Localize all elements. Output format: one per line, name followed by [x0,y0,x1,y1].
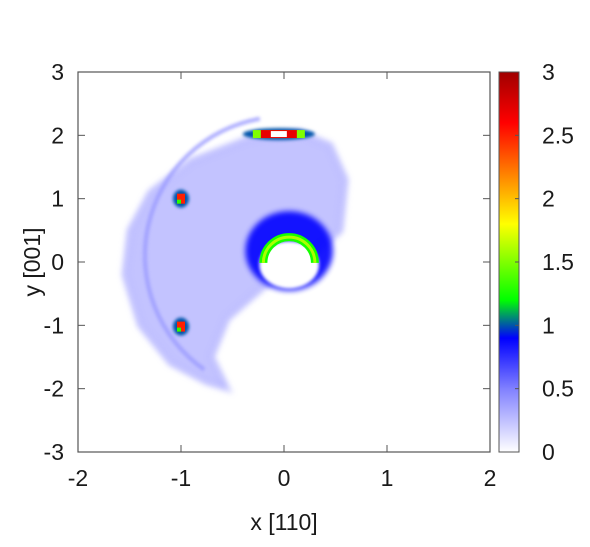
x-axis-label: x [110] [250,509,317,535]
ring-core [261,235,317,263]
colorbar-tick-label: 1.5 [542,249,574,275]
colorbar-tick-label: 2 [542,186,555,212]
x-tick-label: 2 [484,465,497,491]
ring-hole [259,241,319,289]
y-tick-label: -2 [44,376,64,402]
x-tick-label: -2 [68,465,88,491]
y-tick-label: -3 [44,439,64,465]
hotspot-left-lower-core [177,321,185,332]
crescent-edge [121,129,349,394]
x-tick-label: 1 [381,465,394,491]
y-tick-label: 3 [51,59,64,85]
y-tick-label: 2 [51,122,64,148]
x-tick-label: 0 [278,465,291,491]
colorbar-tick-label: 2.5 [542,122,574,148]
inner-arc [142,116,261,372]
colorbar: 3 2.5 2 1.5 1 0.5 0 [498,59,574,465]
y-tick-label: 1 [51,186,64,212]
hotspot-left-upper-spot [177,199,181,204]
y-axis-label: y [001] [19,227,45,296]
hotspot-top-center [270,131,287,138]
x-tick-label: -1 [171,465,191,491]
hotspot-left-lower-spot [177,327,181,332]
colorbar-tick-label: 3 [542,59,555,85]
hotspot-left-upper-core [177,193,185,204]
colorbar-tick-label: 1 [542,312,555,338]
y-tick-label: -1 [44,312,64,338]
colorbar-tick-label: 0 [542,439,555,465]
colorbar-tick-label: 0.5 [542,376,574,402]
heatmap-plot-area [121,116,349,394]
y-tick-label: 0 [51,249,64,275]
